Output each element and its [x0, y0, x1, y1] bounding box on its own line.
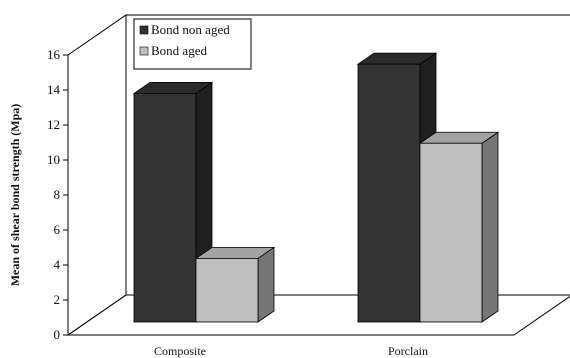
legend-swatch [139, 46, 149, 56]
bar-porclain-bond-aged [418, 131, 500, 323]
y-tick-label: 8 [54, 187, 61, 202]
legend: Bond non aged Bond aged [133, 18, 252, 70]
y-tick-label: 0 [54, 327, 61, 342]
legend-label: Bond aged [151, 43, 207, 58]
bar-front [195, 258, 259, 323]
bar-front [419, 142, 483, 323]
legend-box [133, 18, 252, 70]
bar-front [357, 63, 421, 323]
bar-side [481, 131, 499, 323]
bar-side [257, 246, 275, 323]
y-tick-label: 6 [54, 222, 61, 237]
bars [132, 52, 500, 323]
y-tick-label: 14 [47, 82, 61, 97]
legend-swatch [139, 25, 149, 35]
y-axis-label: Mean of shear bond strength (Mpa) [8, 104, 22, 287]
bar-front [133, 93, 197, 323]
y-tick-label: 4 [54, 257, 61, 272]
category-labels: Composite Porclain [154, 344, 428, 358]
category-label: Composite [154, 344, 206, 358]
y-tick-label: 16 [47, 47, 61, 62]
left-wall [67, 14, 127, 336]
y-tick-label: 10 [47, 152, 60, 167]
category-label: Porclain [388, 344, 428, 358]
y-tick-label: 12 [47, 117, 60, 132]
y-tick-label: 2 [54, 292, 61, 307]
legend-label: Bond non aged [151, 22, 230, 37]
bar-composite-bond-aged [194, 246, 276, 323]
y-axis-ticks: 0 2 4 6 8 10 12 14 16 [47, 47, 68, 342]
